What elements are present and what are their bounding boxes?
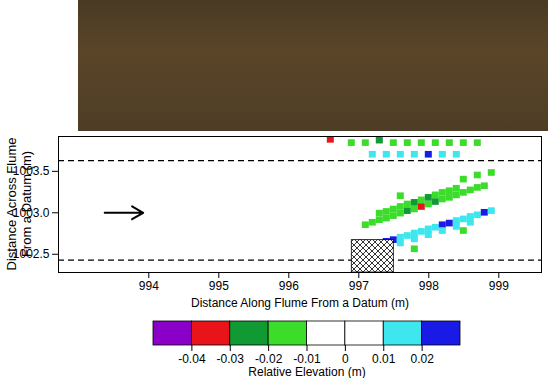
svg-text:0.02: 0.02 bbox=[410, 352, 434, 366]
svg-text:Distance Across Flume: Distance Across Flume bbox=[4, 138, 19, 271]
svg-text:0.01: 0.01 bbox=[372, 352, 396, 366]
svg-text:Distance Along Flume From a Da: Distance Along Flume From a Datum (m) bbox=[191, 296, 409, 310]
svg-text:Relative Elevation (m): Relative Elevation (m) bbox=[248, 365, 365, 378]
svg-text:995: 995 bbox=[209, 279, 229, 293]
svg-text:998: 998 bbox=[419, 279, 439, 293]
svg-text:997: 997 bbox=[349, 279, 369, 293]
svg-text:-0.04: -0.04 bbox=[178, 352, 206, 366]
svg-text:994: 994 bbox=[139, 279, 159, 293]
svg-text:999: 999 bbox=[489, 279, 509, 293]
svg-text:996: 996 bbox=[279, 279, 299, 293]
svg-text:-0.02: -0.02 bbox=[254, 352, 283, 366]
svg-text:From a Datum (m): From a Datum (m) bbox=[19, 151, 34, 257]
svg-text:0: 0 bbox=[342, 352, 349, 366]
svg-text:-0.01: -0.01 bbox=[293, 352, 321, 366]
svg-text:-0.03: -0.03 bbox=[217, 352, 245, 366]
